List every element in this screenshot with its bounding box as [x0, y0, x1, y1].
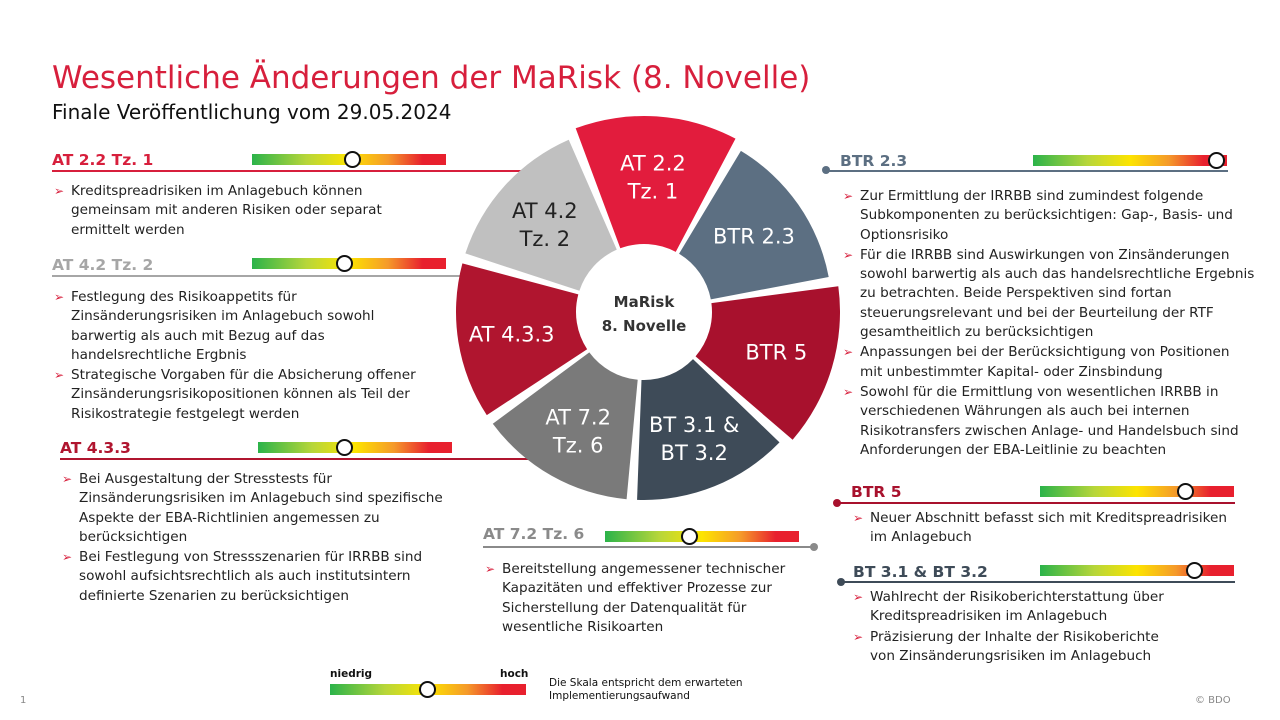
wheel-segment-label: BT 3.1 & BT 3.2 [649, 413, 739, 465]
wheel-label-line1: AT 4.2 [512, 199, 578, 223]
wheel-label-line2: BT 3.2 [661, 441, 728, 465]
section-heading-btr5: BTR 5 [851, 483, 902, 501]
legend-note: Die Skala entspricht dem erwarteten Impl… [549, 677, 743, 702]
wheel-segment-label: AT 2.2 Tz. 1 [620, 151, 686, 203]
wheel-center-label: MaRisk 8. Novelle [574, 290, 714, 338]
wheel-segment [637, 359, 780, 500]
list-item: ➢ Festlegung des Risikoappetits für Zinsä… [54, 289, 375, 363]
wheel-segment [695, 286, 840, 440]
effort-indicator-btr5 [1176, 483, 1194, 500]
wheel-label-line2: Tz. 6 [552, 434, 604, 458]
list-item: ➢ Bei Ausgestaltung der Stresstests für Z… [62, 471, 443, 545]
wheel-segment-label: AT 4.2 Tz. 2 [512, 199, 578, 251]
effort-indicator-bt31 [1186, 562, 1204, 579]
section-divider-btr23 [826, 170, 1228, 172]
arrow-bullet-icon: ➢ [843, 189, 854, 203]
bullet-list-at72: ➢ Bereitstellung angemessener technischer… [485, 560, 795, 638]
list-item: ➢ Bereitstellung angemessener technischer… [485, 561, 786, 635]
page-title: Wesentliche Änderungen der MaRisk (8. No… [52, 60, 811, 96]
effort-indicator-at42 [336, 255, 354, 272]
list-item: ➢ Zur Ermittlung der IRRBB sind zumindest… [843, 188, 1233, 243]
wheel-label-line1: AT 7.2 [545, 406, 611, 430]
effort-indicator-at433 [336, 439, 354, 456]
section-heading-at42: AT 4.2 Tz. 2 [52, 256, 154, 274]
section-heading-at433: AT 4.3.3 [60, 439, 131, 457]
list-item: ➢ Wahlrecht der Risikoberichterstattung ü… [853, 589, 1164, 625]
wheel-label-line2: Tz. 2 [519, 227, 571, 251]
wheel-segment [575, 116, 736, 252]
section-heading-at72: AT 7.2 Tz. 6 [483, 525, 585, 543]
section-divider-bt31 [841, 581, 1235, 583]
list-item: ➢ Bei Festlegung von Stressszenarien für … [62, 549, 423, 604]
effort-scale-bt31 [1040, 565, 1234, 576]
arrow-bullet-icon: ➢ [485, 562, 496, 576]
arrow-bullet-icon: ➢ [62, 550, 73, 565]
marisk-wheel-diagram: AT 2.2 Tz. 1 BTR 2.3 BTR 5 BT 3.1 & BT 3.2 AT … [456, 116, 840, 500]
section-heading-bt31: BT 3.1 & BT 3.2 [853, 563, 988, 581]
divider-end-dot [810, 543, 818, 551]
legend-high-label: hoch [500, 668, 529, 680]
list-item: ➢ Kreditspreadrisiken im Anlagebuch könne… [54, 183, 382, 238]
wheel-segment-label: AT 4.3.3 [469, 322, 555, 346]
arrow-bullet-icon: ➢ [853, 511, 864, 525]
effort-indicator-btr23 [1208, 152, 1226, 169]
wheel-segment [465, 139, 617, 291]
effort-scale-at433 [258, 442, 452, 453]
section-heading-btr23: BTR 2.3 [840, 152, 908, 170]
wheel-label-line1: AT 2.2 [620, 151, 686, 175]
arrow-bullet-icon: ➢ [54, 368, 65, 383]
legend-indicator [419, 681, 436, 698]
list-item: ➢ Präzisierung der Inhalte der Risikoberi… [853, 628, 1159, 664]
section-heading-at22: AT 2.2 Tz. 1 [52, 151, 154, 169]
list-item: ➢ Strategische Vorgaben für die Absicheru… [54, 367, 416, 422]
section-divider-at42 [52, 275, 470, 277]
arrow-bullet-icon: ➢ [54, 184, 65, 198]
bullet-list-bt31: ➢ Wahlrecht der Risikoberichterstattung ü… [853, 588, 1183, 667]
wheel-center-line1: MaRisk [613, 293, 675, 311]
arrow-bullet-icon: ➢ [853, 629, 864, 644]
list-item: ➢ Anpassungen bei der Berücksichtigung vo… [843, 344, 1230, 380]
section-divider-at433 [60, 458, 530, 460]
effort-indicator-at22 [343, 151, 361, 168]
legend-low-label: niedrig [330, 668, 373, 680]
effort-scale-at72 [605, 531, 799, 542]
bullet-list-at22: ➢ Kreditspreadrisiken im Anlagebuch könne… [54, 182, 409, 241]
effort-scale-btr23 [1033, 155, 1227, 166]
section-divider-at22 [52, 170, 540, 172]
arrow-bullet-icon: ➢ [54, 290, 65, 304]
wheel-segment [679, 150, 829, 300]
list-item: ➢ Neuer Abschnitt befasst sich mit Kredit… [853, 510, 1227, 546]
list-item: ➢ Sowohl für die Ermittlung von wesentlic… [843, 383, 1239, 458]
effort-scale-btr5 [1040, 486, 1234, 497]
wheel-label-line1: BT 3.1 & [649, 413, 739, 437]
bullet-list-btr5: ➢ Neuer Abschnitt befasst sich mit Kredit… [853, 509, 1233, 549]
wheel-segment [492, 352, 638, 500]
wheel-label-line2: Tz. 1 [627, 179, 679, 203]
wheel-segment-label: BTR 2.3 [713, 224, 795, 248]
section-divider-at72 [483, 546, 815, 548]
wheel-segment-label: BTR 5 [745, 340, 807, 364]
arrow-bullet-icon: ➢ [843, 345, 854, 360]
wheel-segment-label: AT 7.2 Tz. 6 [545, 406, 611, 458]
wheel-segment [456, 263, 588, 416]
bullet-list-btr23: ➢ Zur Ermittlung der IRRBB sind zumindest… [843, 187, 1255, 461]
copyright: © BDO [1195, 695, 1231, 706]
list-item: ➢ Für die IRRBB sind Auswirkungen von Zin… [843, 246, 1255, 341]
arrow-bullet-icon: ➢ [843, 247, 854, 262]
page-subtitle: Finale Veröffentlichung vom 29.05.2024 [52, 100, 452, 124]
arrow-bullet-icon: ➢ [853, 590, 864, 604]
bullet-list-at433: ➢ Bei Ausgestaltung der Stresstests für Z… [62, 470, 462, 607]
page-number: 1 [20, 695, 27, 706]
arrow-bullet-icon: ➢ [62, 472, 73, 486]
bullet-list-at42: ➢ Festlegung des Risikoappetits für Zinsä… [54, 288, 436, 425]
arrow-bullet-icon: ➢ [843, 384, 854, 399]
wheel-center-line2: 8. Novelle [601, 317, 687, 335]
section-divider-btr5 [837, 502, 1235, 504]
effort-indicator-at72 [681, 528, 699, 545]
